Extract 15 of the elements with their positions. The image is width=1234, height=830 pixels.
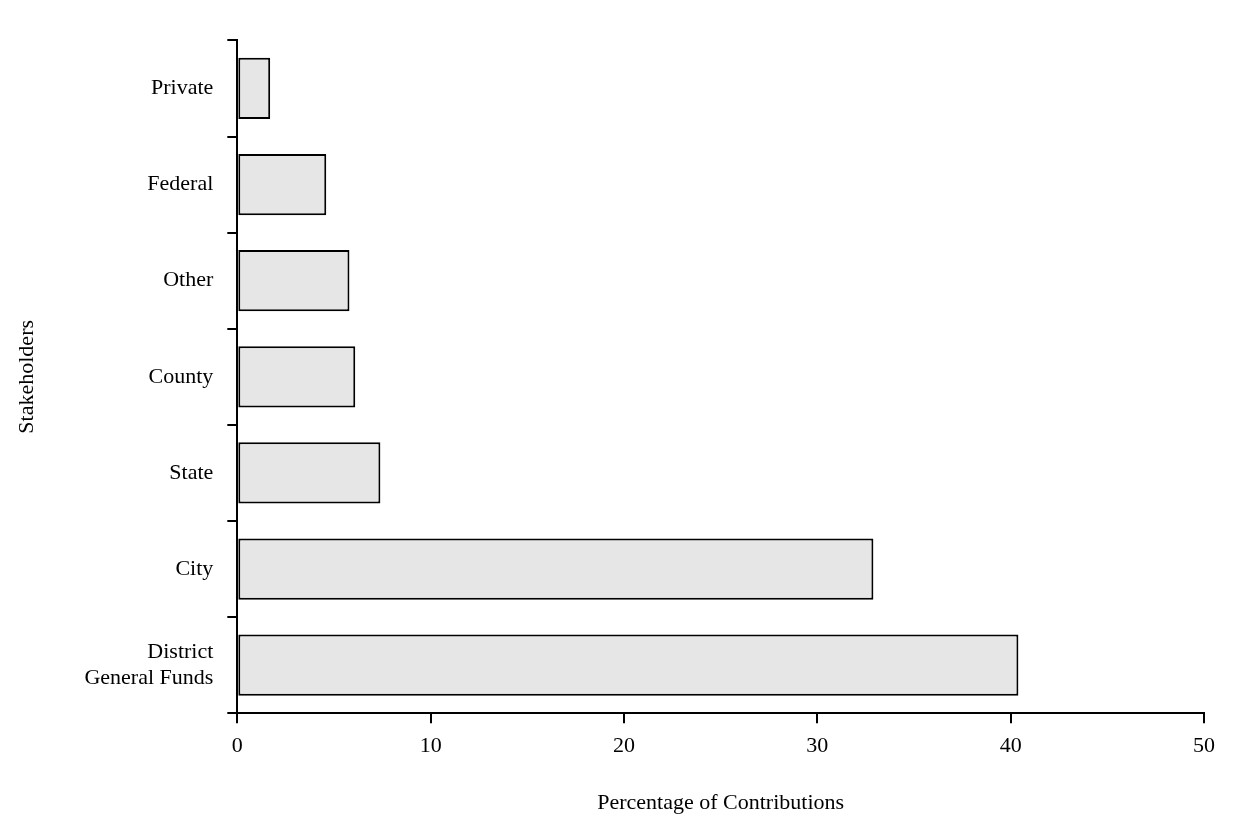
y-tick-label: Federal — [147, 170, 214, 196]
y-axis-title: Stakeholders — [12, 319, 38, 434]
y-tick-label: County — [148, 362, 214, 388]
y-tick-label: Other — [163, 266, 214, 292]
x-tick-label: 10 — [419, 732, 442, 758]
y-tick-label: Private — [150, 74, 214, 100]
x-tick-label: 30 — [806, 732, 829, 758]
x-tick-label: 40 — [999, 732, 1022, 758]
y-tick-label: District General Funds — [84, 637, 214, 690]
x-tick-label: 50 — [1193, 732, 1215, 758]
x-tick-label: 20 — [612, 732, 635, 758]
y-tick-label: City — [175, 554, 214, 580]
x-tick-label: 0 — [231, 732, 243, 758]
y-tick-label: State — [169, 458, 214, 484]
x-axis-title: Percentage of Contributions — [597, 788, 845, 814]
